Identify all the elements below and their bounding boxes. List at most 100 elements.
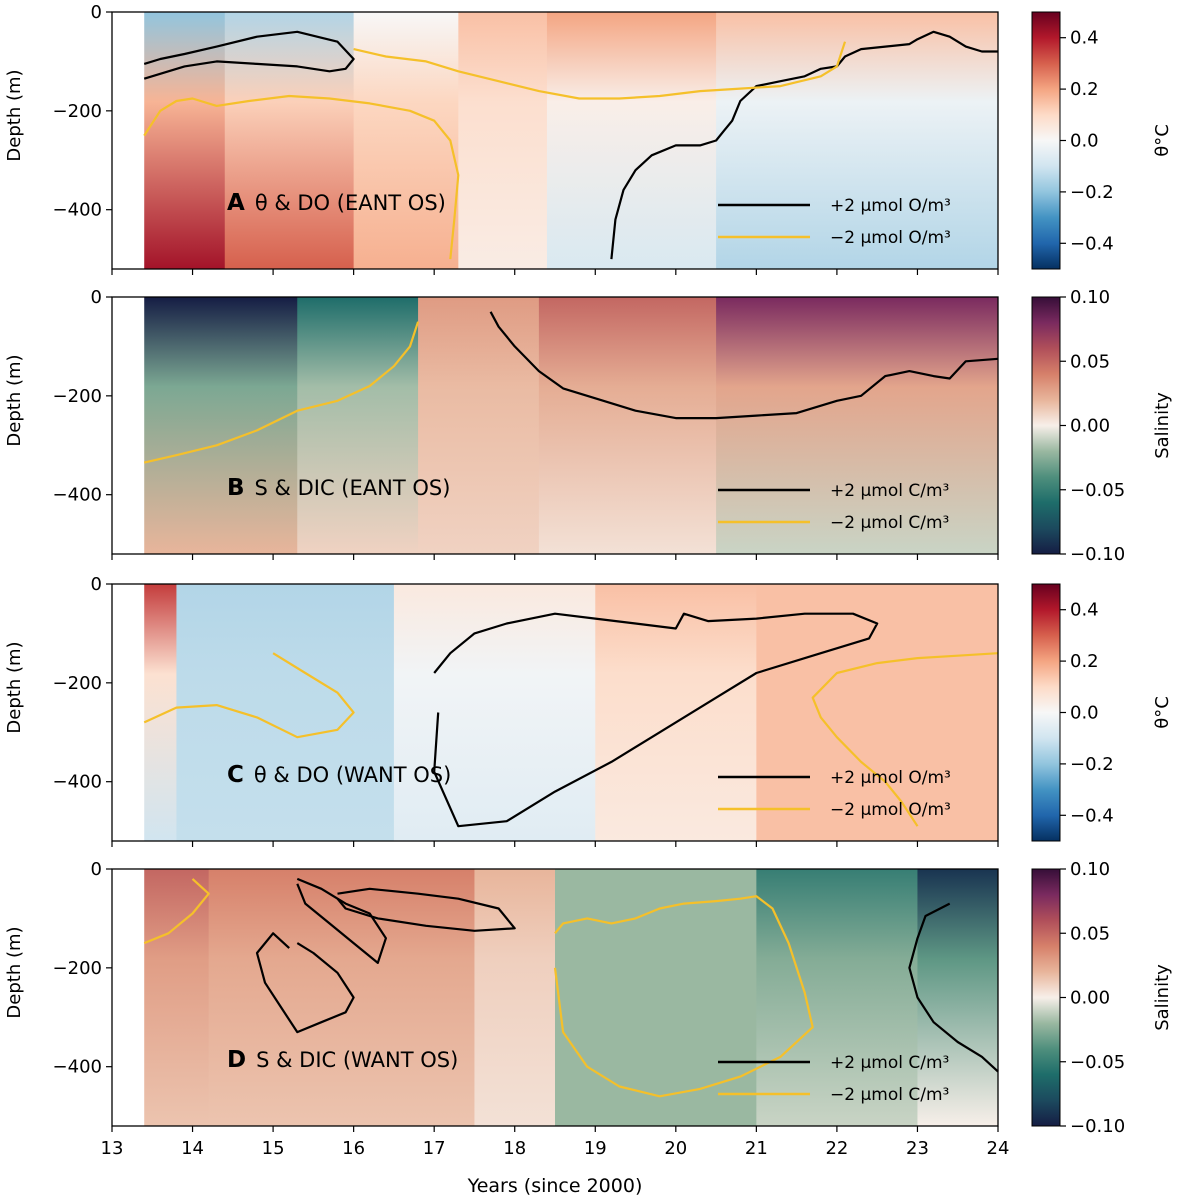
- panel-letter: B: [227, 475, 245, 501]
- x-tick-label: 24: [987, 1138, 1010, 1159]
- plot-frame: [111, 296, 999, 555]
- colorbar-tick-label: −0.05: [1070, 480, 1125, 501]
- colorbar-tick-label: 0.4: [1070, 28, 1099, 49]
- legend-entry: −2 μmol O/m³: [830, 228, 951, 248]
- heatmap-band: [208, 869, 475, 1126]
- contour-line: [610, 30, 998, 260]
- x-tick-label: 22: [825, 1138, 848, 1159]
- colorbar-tick-label: 0.0: [1070, 131, 1099, 152]
- heatmap-band: [144, 869, 210, 1126]
- legend-entry: −2 μmol C/m³: [830, 1085, 949, 1105]
- contour-line: [489, 311, 999, 420]
- y-tick-label: −400: [53, 772, 102, 793]
- legend: +2 μmol C/m³ −2 μmol C/m³: [718, 1053, 949, 1105]
- y-tick-label: −200: [53, 958, 102, 979]
- contour-line: [336, 887, 516, 932]
- panel-letter: D: [227, 1047, 246, 1073]
- x-tick-label: 16: [342, 1138, 365, 1159]
- legend: +2 μmol C/m³ −2 μmol C/m³: [718, 481, 949, 533]
- contour-line: [143, 30, 355, 80]
- colorbar-label: θ°C: [1152, 124, 1173, 157]
- plot-frame: [111, 868, 999, 1127]
- heatmap-band: [716, 297, 999, 554]
- heatmap-band: [756, 584, 999, 841]
- heatmap-band: [297, 297, 419, 554]
- heatmap-band: [353, 12, 459, 269]
- colorbar-tick-label: 0.05: [1070, 923, 1110, 944]
- colorbar-tick-label: 0.00: [1070, 416, 1110, 437]
- y-tick-label: 0: [91, 287, 102, 308]
- x-tick-label: 23: [906, 1138, 929, 1159]
- panel-letter: C: [227, 762, 244, 788]
- x-tick-label: 17: [423, 1138, 446, 1159]
- legend-entry: +2 μmol O/m³: [830, 768, 951, 788]
- y-tick-label: −400: [53, 485, 102, 506]
- colorbar-tick-label: −0.4: [1070, 233, 1114, 254]
- colorbar: 0.4 0.2 0.0 −0.2 −0.4 θ°C: [1031, 583, 1173, 842]
- heatmap-band: [144, 12, 226, 269]
- colorbar-tick-label: 0.4: [1070, 600, 1099, 621]
- plot-frame: [111, 11, 999, 270]
- panel-C: 0 −200 −400 Depth (m) C θ & DO (WANT OS) +2 μm…: [4, 574, 1173, 847]
- panel-title: θ & DO (WANT OS): [254, 763, 451, 787]
- legend-entry: +2 μmol C/m³: [830, 481, 949, 501]
- colorbar-tick-label: 0.10: [1070, 287, 1110, 308]
- x-tick-label: 18: [503, 1138, 526, 1159]
- panel-title: θ & DO (EANT OS): [255, 191, 446, 215]
- panel-B: 0 −200 −400 Depth (m) B S & DIC (EANT OS) +2 μ…: [4, 287, 1173, 565]
- contour-line: [143, 321, 420, 464]
- contour-line: [433, 612, 879, 828]
- heatmap-band: [144, 297, 298, 554]
- contour-line: [143, 94, 460, 260]
- panel-label: B S & DIC (EANT OS): [227, 475, 450, 501]
- colorbar-tick-label: 0.05: [1070, 351, 1110, 372]
- y-tick-label: 0: [91, 2, 102, 23]
- panel-D: 0 −200 −400 13 14 15 16 17 18 19 20 21 22 23 24 Depth (…: [4, 859, 1173, 1159]
- y-tick-label: 0: [91, 574, 102, 595]
- colorbar-label: Salinity: [1152, 392, 1173, 459]
- y-tick-label: −200: [53, 386, 102, 407]
- heatmap-band: [224, 12, 355, 269]
- y-axis-label: Depth (m): [4, 354, 25, 446]
- heatmap-band: [418, 297, 540, 554]
- colorbar-scale: [1031, 11, 1061, 270]
- colorbar-tick-label: −0.10: [1070, 1116, 1125, 1137]
- colorbar-label: θ°C: [1152, 696, 1173, 729]
- contour-line: [908, 902, 999, 1073]
- y-axis-label: Depth (m): [4, 641, 25, 733]
- legend-entry: +2 μmol C/m³: [830, 1053, 949, 1073]
- x-tick-label: 14: [181, 1138, 204, 1159]
- heatmap-band: [474, 869, 556, 1126]
- y-axis-label: Depth (m): [4, 926, 25, 1018]
- colorbar: 0.10 0.05 0.00 −0.05 −0.10 Salinity: [1031, 287, 1173, 565]
- x-tick-label: 13: [101, 1138, 124, 1159]
- x-axis: Years (since 2000): [467, 1175, 643, 1197]
- x-tick-label: 19: [584, 1138, 607, 1159]
- colorbar-tick-label: −0.10: [1070, 544, 1125, 565]
- panel-letter: A: [227, 190, 245, 216]
- x-tick-label: 21: [745, 1138, 768, 1159]
- colorbar-tick-label: 0.2: [1070, 651, 1099, 672]
- heatmap-band: [716, 12, 999, 269]
- y-tick-label: 0: [91, 859, 102, 880]
- x-tick-label: 15: [262, 1138, 285, 1159]
- contour-line: [353, 41, 847, 100]
- panel-label: D S & DIC (WANT OS): [227, 1047, 458, 1073]
- legend: +2 μmol O/m³ −2 μmol O/m³: [718, 768, 951, 820]
- heatmap-band: [393, 584, 596, 841]
- legend-entry: −2 μmol C/m³: [830, 513, 949, 533]
- heatmap-band: [458, 12, 548, 269]
- colorbar-scale: [1031, 296, 1061, 555]
- colorbar-label: Salinity: [1152, 964, 1173, 1031]
- colorbar-tick-label: −0.2: [1070, 182, 1114, 203]
- y-tick-label: −200: [53, 673, 102, 694]
- y-tick-label: −200: [53, 101, 102, 122]
- heatmap-band: [144, 584, 177, 841]
- heatmap-band: [555, 869, 757, 1126]
- x-tick-label: 20: [664, 1138, 687, 1159]
- colorbar-tick-label: −0.05: [1070, 1052, 1125, 1073]
- contour-line: [143, 652, 355, 739]
- panel-A: 0 −200 −400 Depth (m) A θ & DO (EANT OS) +2 μm…: [4, 2, 1173, 275]
